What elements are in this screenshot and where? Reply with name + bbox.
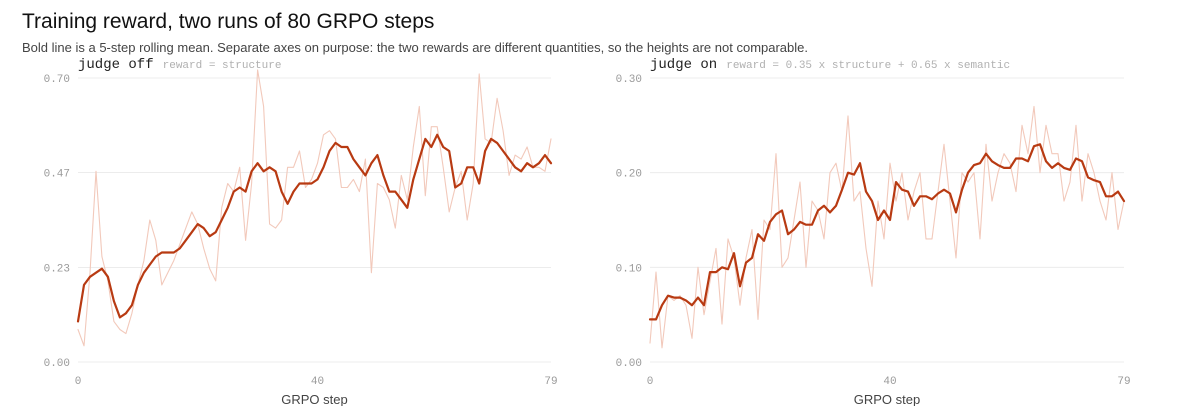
panel-2-rolling-mean-line	[648, 143, 1126, 321]
panel-1-formula-label: reward = structure	[163, 60, 282, 72]
panel-1-raw-reward-line	[77, 69, 552, 347]
panel-1-y-tick-label: 0.47	[44, 169, 70, 181]
panel-2-x-tick-label: 0	[647, 376, 654, 388]
panel-2-y-tick-label: 0.20	[616, 169, 642, 181]
panel-2-x-tick-label: 40	[883, 376, 896, 388]
panel-2-panel-label: judge on	[650, 57, 717, 73]
panel-2-formula-label: reward = 0.35 x structure + 0.65 x seman…	[726, 60, 1010, 72]
panel-1-x-tick-label: 40	[311, 376, 324, 388]
panel-1-rolling-mean-line	[76, 133, 553, 323]
panel-1-panel-label: judge off	[78, 57, 154, 73]
panel-2-y-tick-label: 0.30	[616, 74, 642, 86]
panel-1-y-tick-label: 0.70	[44, 74, 70, 86]
panel-1-x-tick-label: 79	[544, 376, 557, 388]
panel-2-y-tick-label: 0.00	[616, 358, 642, 370]
panel-2-raw-reward-line	[649, 105, 1125, 349]
chart-subtitle: Bold line is a 5-step rolling mean. Sepa…	[22, 40, 808, 55]
panel-1-x-axis-label: GRPO step	[281, 392, 347, 406]
panel-2-x-tick-label: 79	[1117, 376, 1130, 388]
chart-title: Training reward, two runs of 80 GRPO ste…	[22, 10, 435, 33]
panel-1-x-tick-label: 0	[75, 376, 82, 388]
panel-2-y-tick-label: 0.10	[616, 263, 642, 275]
panel-1-y-tick-label: 0.00	[44, 358, 70, 370]
panel-1-y-tick-label: 0.23	[44, 263, 70, 275]
panel-2-x-axis-label: GRPO step	[854, 392, 920, 406]
